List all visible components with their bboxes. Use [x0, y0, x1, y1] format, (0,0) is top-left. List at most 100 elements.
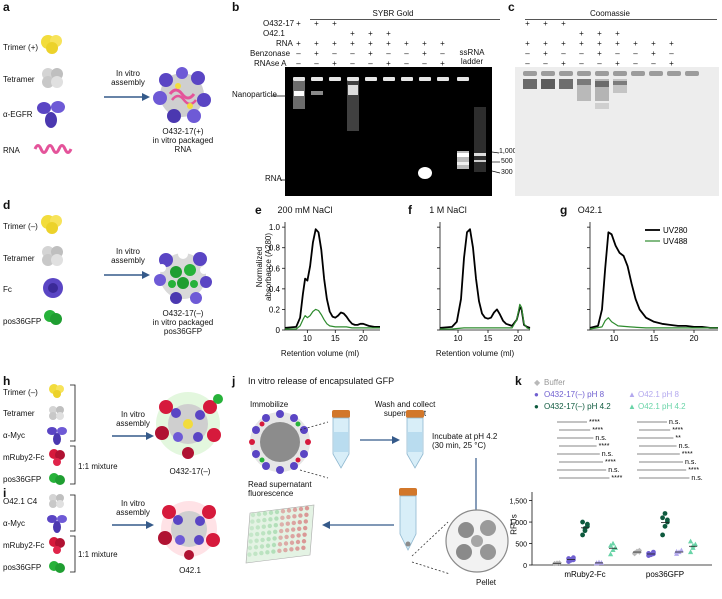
plate-well — [280, 515, 285, 521]
item-pos36gfp-d: pos36GFP — [3, 317, 42, 326]
chart-e-xlabel: Retention volume (ml) — [280, 349, 360, 358]
gel-b-lane-mark: – — [296, 59, 301, 68]
bracket-main-h — [70, 384, 76, 442]
item-pos36gfp-i: pos36GFP — [3, 563, 42, 572]
series-line-uv280 — [284, 228, 380, 329]
k-significance-label: **** — [672, 427, 683, 434]
plate-well — [303, 519, 308, 524]
chart-e-title: 200 mM NaCl — [277, 205, 333, 215]
gel-b-lane-mark: + — [314, 39, 319, 48]
gel-c-lane-mark: – — [579, 59, 584, 68]
series-line-uv488 — [589, 317, 718, 330]
bead-with-particles-icon — [249, 410, 311, 474]
chart-f-xlabel: Retention volume (ml) — [435, 349, 515, 358]
pellet-label: Pellet — [476, 578, 497, 587]
plate-well — [271, 542, 277, 548]
panel-j-title: In vitro release of encapsulated GFP — [248, 376, 395, 386]
assembly-arrow-a — [104, 93, 150, 101]
ladder-300: 300 — [501, 169, 513, 176]
gel-b-lane-mark: – — [368, 59, 373, 68]
pos36gfp-icon — [44, 310, 62, 325]
panel-letter-f: f — [408, 203, 412, 217]
k-significance-label: **** — [611, 475, 622, 482]
mixture-bracket-i — [70, 535, 76, 573]
k-significance-label: n.s. — [595, 435, 606, 442]
tube-1-icon — [332, 410, 350, 469]
gel-c-lane-mark: + — [561, 19, 566, 28]
plate-well — [284, 534, 289, 540]
gel-b-lane-mark: – — [440, 49, 445, 58]
gel-b-lane-mark: – — [332, 49, 337, 58]
ssrna-ladder-label: ssRNA ladder — [459, 48, 485, 66]
plate-well — [268, 510, 274, 515]
gel-c-lane-mark: + — [651, 49, 656, 58]
plate-well — [262, 517, 267, 523]
k-data-point — [632, 551, 638, 557]
chart-g-title: O42.1 — [577, 205, 603, 215]
ladder-pointers — [491, 151, 501, 174]
gel-c-lane-mark: + — [561, 59, 566, 68]
k-axes — [531, 492, 712, 566]
k-data-point — [688, 549, 694, 555]
caption-i: O42.1 — [179, 566, 201, 575]
nanoparticle-pointer — [272, 95, 286, 97]
gel-b-row-label: RNA — [276, 39, 293, 48]
plate-well — [268, 517, 273, 522]
plate-well — [279, 528, 284, 534]
k-data-point — [665, 517, 670, 523]
k-y-tick-label: 1,500 — [509, 499, 527, 506]
plate-well — [304, 506, 310, 511]
rna-icon — [33, 144, 73, 154]
gel-c-lane-mark: + — [561, 39, 566, 48]
arrow-tube1-tube2 — [360, 436, 400, 444]
gel-b-lane-mark: + — [368, 39, 373, 48]
gel-c-title: Coomassie — [589, 9, 630, 18]
plate-well — [295, 539, 301, 545]
k-significance-label: n.s. — [608, 467, 619, 474]
gel-b-lane-mark: + — [386, 59, 391, 68]
gel-b-lane-mark: + — [314, 49, 319, 58]
gel-b-lane-mark: + — [386, 39, 391, 48]
x-tick-label: 15 — [331, 334, 340, 343]
tetramer-icon — [42, 68, 63, 88]
nanoparticle-gfp-icon — [154, 249, 212, 304]
k-category-label: mRuby2-Fc — [564, 570, 605, 579]
trimer-plus-icon — [41, 35, 62, 54]
k-significance-label: n.s. — [679, 443, 690, 450]
arrow-pellet-to-tube — [322, 521, 394, 529]
gel-b-lane-mark: + — [368, 49, 373, 58]
plate-well — [256, 518, 261, 524]
caption-h: O432-17(–) — [169, 467, 211, 476]
plate-well — [283, 541, 289, 546]
gel-b-lane-mark: + — [350, 29, 355, 38]
gel-b-lane-mark: + — [386, 29, 391, 38]
k-data-point — [585, 521, 590, 527]
gel-c-lane-mark: + — [543, 19, 548, 28]
k-significance-label: **** — [682, 451, 693, 458]
k-significance-label: **** — [688, 467, 699, 474]
gel-b-lane-mark: + — [332, 19, 337, 28]
plate-well — [298, 506, 304, 512]
incubate-label: Incubate at pH 4.2 (30 min, 25 °C) — [432, 432, 498, 450]
item-tetramer: Tetramer — [3, 75, 35, 84]
item-alpha-myc-h: α-Myc — [3, 431, 25, 440]
k-data-point — [660, 515, 665, 521]
o42-c4-icon — [49, 494, 64, 508]
assembly-arrow-d — [104, 271, 150, 279]
dotted-connector-pellet — [411, 521, 451, 575]
tube-2-icon — [406, 410, 424, 469]
legend-marker-1: ● — [534, 390, 539, 399]
mruby-icon-h — [49, 449, 65, 466]
gel-c-lane-mark: – — [633, 59, 638, 68]
plate-well — [301, 545, 306, 551]
k-significance-label: n.s. — [691, 475, 702, 482]
plate-well — [303, 525, 308, 531]
gel-b-lane-mark: + — [368, 29, 373, 38]
immobilize-label: Immobilize — [250, 400, 289, 409]
plate-well — [260, 537, 265, 543]
plate-well — [262, 511, 268, 516]
gel-c-lane-mark: – — [561, 49, 566, 58]
y-tick-label: 0.2 — [269, 305, 281, 314]
mruby-icon-i — [49, 537, 65, 554]
item-fc: Fc — [3, 285, 12, 294]
